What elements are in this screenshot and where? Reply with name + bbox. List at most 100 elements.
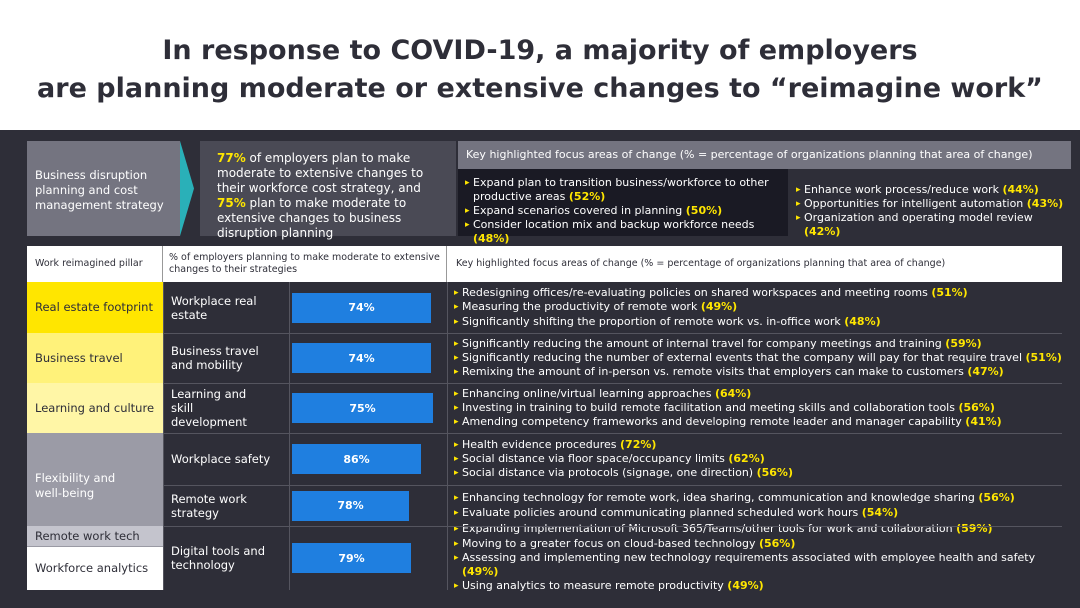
- bullet-pct: (41%): [965, 415, 1002, 429]
- pillar-business-travel: Business travel: [27, 333, 163, 383]
- focus-item: Social distance via protocols (signage, …: [454, 466, 1062, 481]
- bullet-text: Remixing the amount of in-person vs. rem…: [462, 365, 968, 379]
- bullet-pct: (51%): [1025, 350, 1062, 364]
- bullet-pct: (47%): [967, 365, 1004, 379]
- top-focus-left-item-0: Expand plan to transition business/workf…: [465, 176, 782, 204]
- title-line-1: In response to COVID-19, a majority of e…: [162, 35, 918, 66]
- header-pillar: Work reimagined pillar: [27, 246, 163, 282]
- sub-pillar-text: Workplace real estate: [171, 293, 257, 322]
- row-divider: [163, 383, 1062, 384]
- row-divider: [163, 433, 1062, 434]
- header-focus: Key highlighted focus areas of change (%…: [456, 258, 946, 269]
- bar: 74%: [292, 343, 431, 373]
- bullet-text: Enhancing technology for remote work, id…: [462, 491, 979, 505]
- bullet-pct: (49%): [462, 565, 499, 579]
- bullet-pct: (54%): [861, 505, 899, 519]
- focus-item: Significantly shifting the proportion of…: [454, 314, 1062, 330]
- sub-pillar-text: Remote work strategy: [171, 491, 247, 520]
- bar-cell: 78%: [289, 485, 447, 526]
- sub-pillar-label: Learning and skill development: [163, 383, 289, 433]
- bullet-text: Amending competency frameworks and devel…: [462, 415, 966, 429]
- pillar-real-estate-footprint: Real estate footprint: [27, 282, 163, 333]
- pillar-workforce-analytics: Workforce analytics: [27, 547, 163, 590]
- top-focus-right: Enhance work process/reduce work (44%)Op…: [788, 169, 1071, 239]
- pillar-remote-work-tech: Remote work tech: [27, 526, 163, 547]
- bullet-text: Social distance via protocols (signage, …: [462, 466, 757, 480]
- bullet-pct: (72%): [620, 437, 657, 451]
- bullet-text: Redesigning offices/re-evaluating polici…: [462, 286, 932, 300]
- bar-value-label: 74%: [348, 301, 375, 314]
- bullet-pct: (64%): [714, 386, 752, 400]
- bar-value-label: 79%: [338, 551, 365, 565]
- sub-pillar-text: Digital tools and technology: [171, 544, 266, 572]
- bar-value-label: 86%: [343, 452, 370, 466]
- focus-item: Health evidence procedures (72%): [454, 437, 1062, 453]
- focus-list: Enhancing technology for remote work, id…: [447, 485, 1062, 526]
- focus-list: Expanding implementation of Microsoft 36…: [447, 522, 1062, 594]
- focus-item: Assessing and implementing new technolog…: [454, 551, 1062, 580]
- stat-text-2: plan to make moderate to extensive chang…: [217, 196, 407, 240]
- focus-item: Significantly reducing the number of ext…: [454, 350, 1062, 366]
- bullet-pct: (48%): [844, 314, 881, 328]
- focus-item: Measuring the productivity of remote wor…: [454, 300, 1062, 315]
- table-header-row: Work reimagined pillar % of employers pl…: [27, 246, 1062, 282]
- top-focus-header: Key highlighted focus areas of change (%…: [458, 141, 1071, 169]
- bar: 74%: [292, 292, 431, 323]
- bullet-text: Significantly reducing the amount of int…: [462, 336, 946, 350]
- stat-text-1: of employers plan to make moderate to ex…: [217, 151, 424, 195]
- bar: 79%: [292, 543, 411, 573]
- focus-item: Moving to a greater focus on cloud-based…: [454, 536, 1062, 552]
- row-divider: [163, 485, 1062, 486]
- title-line-2: are planning moderate or extensive chang…: [37, 73, 1043, 104]
- bullet-text: Expand scenarios covered in planning: [473, 204, 686, 217]
- bar-cell: 74%: [289, 333, 447, 383]
- top-focus-left-item-1: Expand scenarios covered in planning (50…: [465, 204, 782, 218]
- bullet-text: Significantly shifting the proportion of…: [462, 314, 845, 328]
- bullet-pct: (43%): [1026, 197, 1064, 210]
- top-focus-right-item-2: Organization and operating model review …: [796, 211, 1065, 239]
- bullet-pct: (42%): [804, 225, 841, 238]
- focus-list: Enhancing online/virtual learning approa…: [447, 383, 1062, 433]
- bullet-pct: (59%): [945, 336, 982, 350]
- stat-pct-1: 77%: [217, 151, 246, 165]
- focus-list: Significantly reducing the amount of int…: [447, 333, 1062, 383]
- focus-item: Social distance via floor space/occupanc…: [454, 451, 1062, 467]
- sub-pillar-text: Business travel and mobility: [171, 344, 259, 372]
- bullet-text: Opportunities for intelligent automation: [804, 197, 1027, 210]
- bullet-text: Moving to a greater focus on cloud-based…: [462, 536, 759, 550]
- bullet-text: Assessing and implementing new technolog…: [462, 550, 1036, 564]
- bullet-text: Consider location mix and backup workfor…: [473, 218, 755, 231]
- bullet-pct: (56%): [758, 536, 796, 550]
- bar-cell: 74%: [289, 282, 447, 333]
- row-divider: [163, 333, 1062, 334]
- focus-list: Health evidence procedures (72%)Social d…: [447, 433, 1062, 485]
- bar: 78%: [292, 490, 409, 521]
- pillar-label: Learning and culture: [35, 400, 155, 415]
- bar-cell: 79%: [289, 526, 447, 590]
- top-focus-right-item-1: Opportunities for intelligent automation…: [796, 197, 1065, 211]
- focus-item: Expanding implementation of Microsoft 36…: [454, 522, 1062, 537]
- stat-box: 77% of employers plan to make moderate t…: [200, 141, 456, 240]
- focus-item: Investing in training to build remote fa…: [454, 400, 1062, 416]
- bullet-text: Expand plan to transition business/workf…: [473, 176, 769, 203]
- sub-pillar-label: Workplace safety: [163, 433, 289, 485]
- pillar-flexibility-and-well-being: Flexibility and well-being: [27, 433, 163, 526]
- bullet-pct: (62%): [728, 451, 765, 465]
- sub-pillar-text: Workplace safety: [171, 452, 271, 466]
- bullet-text: Health evidence procedures: [462, 437, 621, 451]
- bullet-pct: (49%): [727, 579, 764, 593]
- focus-item: Remixing the amount of in-person vs. rem…: [454, 365, 1062, 380]
- sub-pillar-label: Business travel and mobility: [163, 333, 289, 383]
- bar-value-label: 78%: [337, 499, 364, 512]
- column-divider: [163, 282, 164, 590]
- column-divider: [289, 282, 290, 590]
- pillar-label: Business travel: [35, 350, 123, 365]
- bullet-text: Investing in training to build remote fa…: [462, 400, 959, 414]
- bullet-text: Expanding implementation of Microsoft 36…: [462, 522, 957, 536]
- bar-cell: 86%: [289, 433, 447, 485]
- page-title: In response to COVID-19, a majority of e…: [0, 32, 1080, 108]
- bullet-pct: (48%): [473, 232, 510, 245]
- bullet-text: Using analytics to measure remote produc…: [462, 579, 728, 593]
- bullet-pct: (59%): [956, 522, 993, 536]
- bar-cell: 75%: [289, 383, 447, 433]
